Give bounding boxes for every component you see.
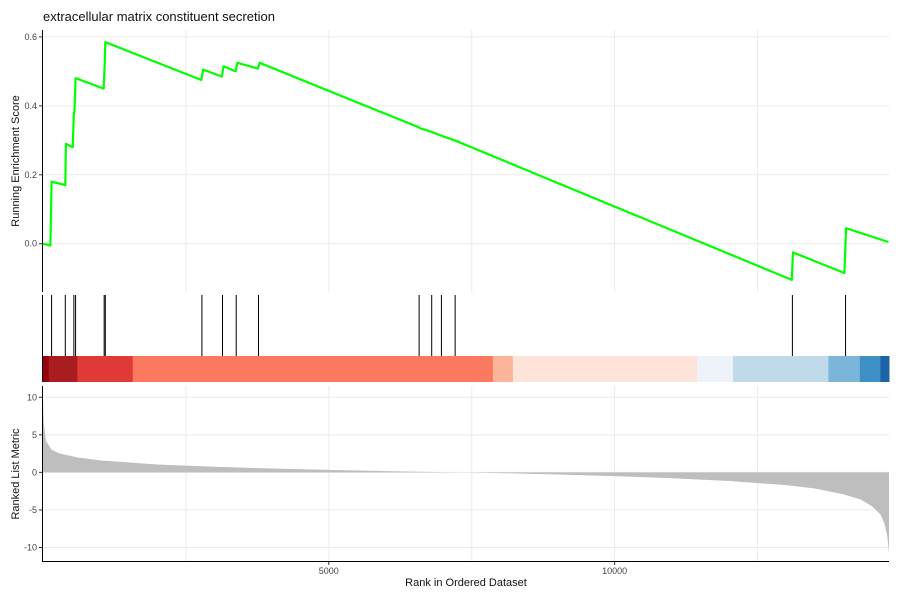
color-bar-segment	[859, 356, 881, 382]
y-tick-label: 0.0	[24, 239, 37, 249]
running-score-y-ticks: 0.0 0.2 0.4 0.6	[24, 32, 42, 249]
ranked-metric-grid	[43, 386, 889, 561]
running-score-line	[42, 41, 889, 281]
x-axis-label: Rank in Ordered Dataset	[405, 577, 527, 589]
x-tick-label: 5000	[319, 566, 339, 576]
ranked-metric-panel: 10 5 0 -5 -10 5000 10000 Ranked List Metric R…	[10, 386, 889, 589]
color-bar-segment	[132, 356, 494, 382]
y-tick-label: 10	[27, 392, 37, 402]
ranked-metric-axis-label: Ranked List Metric	[10, 428, 22, 520]
y-tick-label: 0.4	[24, 101, 37, 111]
color-bar-segment	[696, 356, 734, 382]
y-tick-label: 0	[32, 467, 37, 477]
y-tick-label: -10	[24, 542, 37, 552]
color-bar-segment	[43, 356, 50, 382]
color-bar-segment	[732, 356, 829, 382]
color-bar-segment	[77, 356, 134, 382]
color-bar-segment	[492, 356, 514, 382]
y-tick-label: 0.2	[24, 170, 37, 180]
rank-color-bar	[43, 356, 890, 382]
chart-title: extracellular matrix constituent secreti…	[43, 9, 275, 24]
x-axis-ticks: 5000 10000	[319, 562, 627, 576]
y-tick-label: 0.6	[24, 32, 37, 42]
hits-panel	[42, 295, 890, 382]
running-score-axis-label: Running Enrichment Score	[10, 95, 22, 226]
y-tick-label: -5	[29, 505, 37, 515]
color-bar-segment	[48, 356, 78, 382]
color-bar-segment	[828, 356, 861, 382]
x-tick-label: 10000	[602, 566, 627, 576]
running-score-panel: 0.0 0.2 0.4 0.6 Running Enrichment Score	[10, 30, 889, 292]
running-score-grid	[43, 30, 889, 292]
color-bar-segment	[512, 356, 698, 382]
y-tick-label: 5	[32, 430, 37, 440]
ranked-metric-area	[43, 395, 889, 554]
ranked-metric-y-ticks: 10 5 0 -5 -10	[24, 392, 42, 552]
color-bar-segment	[880, 356, 890, 382]
